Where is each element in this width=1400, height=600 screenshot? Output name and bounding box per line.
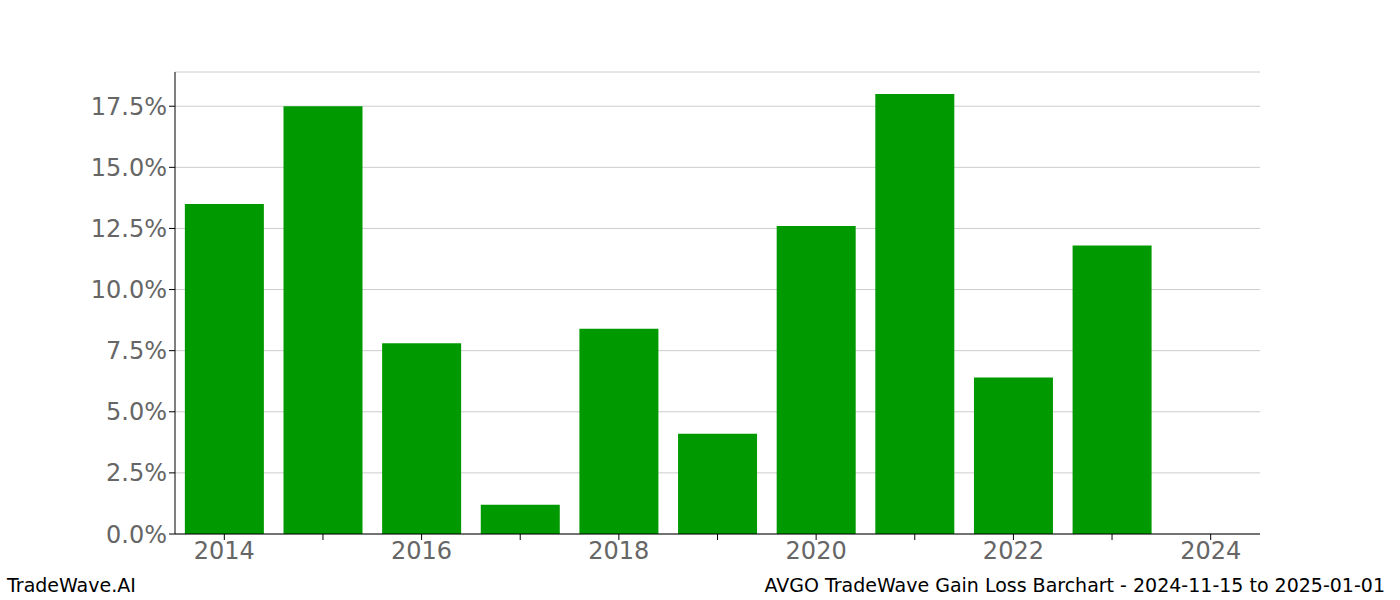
svg-text:2016: 2016: [391, 537, 452, 565]
svg-text:12.5%: 12.5%: [91, 215, 167, 243]
svg-text:15.0%: 15.0%: [91, 154, 167, 182]
svg-text:10.0%: 10.0%: [91, 276, 167, 304]
svg-text:2018: 2018: [588, 537, 649, 565]
svg-text:2020: 2020: [786, 537, 847, 565]
html-text:AVGO TradeWave Gain Loss Barch: AVGO TradeWave Gain Loss Barchart - 2024…: [764, 574, 1385, 596]
svg-text:2.5%: 2.5%: [106, 459, 167, 487]
svg-text:7.5%: 7.5%: [106, 337, 167, 365]
svg-text:2014: 2014: [194, 537, 255, 565]
svg-text:2024: 2024: [1180, 537, 1241, 565]
svg-text:5.0%: 5.0%: [106, 398, 167, 426]
svg-text:2022: 2022: [983, 537, 1044, 565]
html-text:TradeWave.AI: TradeWave.AI: [7, 574, 136, 596]
svg-text:17.5%: 17.5%: [91, 93, 167, 121]
svg-text:0.0%: 0.0%: [106, 521, 167, 549]
